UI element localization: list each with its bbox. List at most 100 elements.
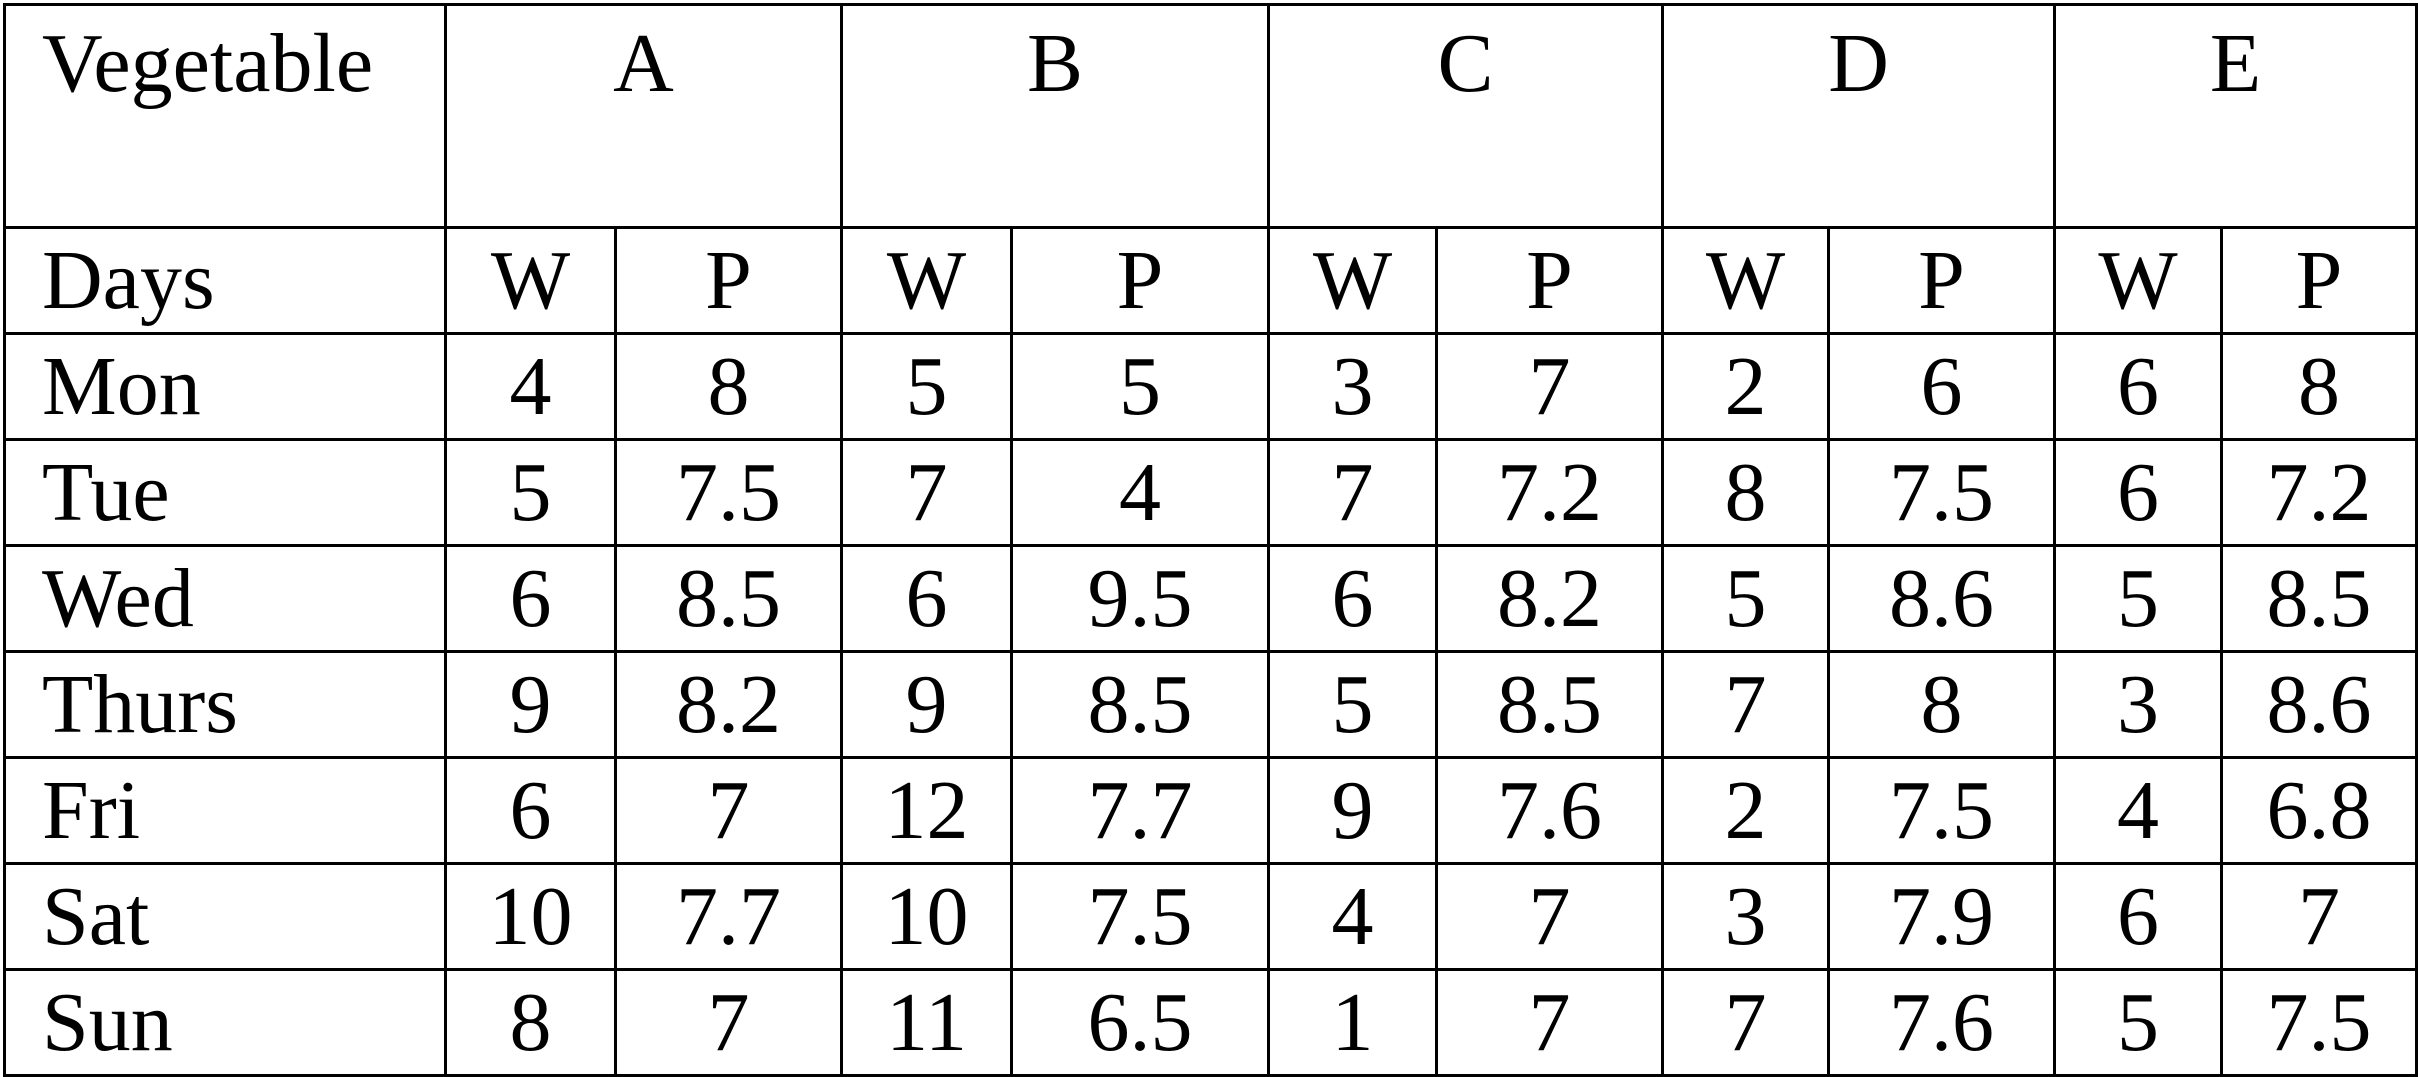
table-row: Thurs 9 8.2 9 8.5 5 8.5 7 8 3 8.6 <box>3 650 2418 759</box>
table-cell: 5 <box>444 438 617 547</box>
table-cell: 6.8 <box>2220 756 2418 865</box>
table-cell: 4 <box>2053 756 2224 865</box>
table-cell: 5 <box>1267 650 1439 759</box>
table-cell: 10 <box>444 862 617 971</box>
table-cell: 7.2 <box>1435 438 1665 547</box>
table-row: Mon 4 8 5 5 3 7 2 6 6 8 <box>3 332 2418 441</box>
table-row: Fri 6 7 12 7.7 9 7.6 2 7.5 4 6.8 <box>3 756 2418 865</box>
sub-header-p: P <box>2220 226 2418 335</box>
table-cell: 7.5 <box>613 438 844 547</box>
table-cell: 1 <box>1267 968 1439 1077</box>
table-cell: 8 <box>444 968 617 1077</box>
table-cell: 8 <box>2220 332 2418 441</box>
table-cell: 8 <box>1827 650 2057 759</box>
table-cell: 7 <box>1435 862 1665 971</box>
table-cell: 7 <box>1267 438 1439 547</box>
table-cell: 7.5 <box>2220 968 2418 1077</box>
table-cell: 6.5 <box>1010 968 1271 1077</box>
table-cell: 3 <box>2053 650 2224 759</box>
table-cell: 7 <box>1661 968 1831 1077</box>
table-cell: 8.5 <box>2220 544 2418 653</box>
table-cell: 7.2 <box>2220 438 2418 547</box>
table-cell: 7.7 <box>1010 756 1271 865</box>
group-header-d: D <box>1661 3 2057 229</box>
vegetable-table: Vegetable A B C D E Days W P W P W P W P… <box>3 3 2418 1077</box>
table-cell: 11 <box>840 968 1014 1077</box>
day-label: Sat <box>3 862 447 971</box>
table-cell: 8.6 <box>1827 544 2057 653</box>
table-cell: 7 <box>1435 332 1665 441</box>
table-cell: 8.6 <box>2220 650 2418 759</box>
corner-header-days: Days <box>3 226 447 335</box>
table-cell: 8 <box>1661 438 1831 547</box>
table-cell: 2 <box>1661 332 1831 441</box>
table-cell: 5 <box>2053 544 2224 653</box>
group-header-e: E <box>2053 3 2418 229</box>
day-label: Thurs <box>3 650 447 759</box>
table-cell: 4 <box>444 332 617 441</box>
sub-header-w: W <box>1267 226 1439 335</box>
table-cell: 6 <box>2053 332 2224 441</box>
table-cell: 7.6 <box>1827 968 2057 1077</box>
table-cell: 6 <box>1827 332 2057 441</box>
table-cell: 8.5 <box>1010 650 1271 759</box>
table-cell: 7.5 <box>1827 756 2057 865</box>
table-cell: 7 <box>613 756 844 865</box>
table-cell: 6 <box>1267 544 1439 653</box>
table-cell: 9 <box>444 650 617 759</box>
group-header-row: Vegetable A B C D E <box>3 3 2418 229</box>
day-label: Wed <box>3 544 447 653</box>
table-cell: 5 <box>2053 968 2224 1077</box>
table-cell: 9 <box>840 650 1014 759</box>
sub-header-p: P <box>1010 226 1271 335</box>
day-label: Sun <box>3 968 447 1077</box>
table-cell: 4 <box>1267 862 1439 971</box>
table-cell: 8.2 <box>1435 544 1665 653</box>
table-cell: 7 <box>1435 968 1665 1077</box>
table-cell: 8.5 <box>1435 650 1665 759</box>
table-cell: 8 <box>613 332 844 441</box>
day-label: Fri <box>3 756 447 865</box>
table-cell: 8.5 <box>613 544 844 653</box>
table-row: Sun 8 7 11 6.5 1 7 7 7.6 5 7.5 <box>3 968 2418 1077</box>
table-cell: 7 <box>1661 650 1831 759</box>
group-header-a: A <box>443 3 844 229</box>
table-cell: 5 <box>1661 544 1831 653</box>
sub-header-w: W <box>840 226 1014 335</box>
group-header-b: B <box>840 3 1271 229</box>
table-cell: 5 <box>840 332 1014 441</box>
table-cell: 6 <box>2053 438 2224 547</box>
day-label: Tue <box>3 438 447 547</box>
day-label: Mon <box>3 332 447 441</box>
table-cell: 9.5 <box>1010 544 1271 653</box>
table-cell: 12 <box>840 756 1014 865</box>
sub-header-w: W <box>1661 226 1831 335</box>
table-cell: 7 <box>840 438 1014 547</box>
table-cell: 7 <box>2220 862 2418 971</box>
table-cell: 7.5 <box>1010 862 1271 971</box>
table-cell: 2 <box>1661 756 1831 865</box>
table-cell: 8.2 <box>613 650 844 759</box>
sub-header-p: P <box>1827 226 2057 335</box>
table-row: Wed 6 8.5 6 9.5 6 8.2 5 8.6 5 8.5 <box>3 544 2418 653</box>
table-cell: 7.7 <box>613 862 844 971</box>
table-cell: 5 <box>1010 332 1271 441</box>
sub-header-p: P <box>613 226 844 335</box>
sub-header-row: Days W P W P W P W P W P <box>3 226 2418 335</box>
corner-header-vegetable: Vegetable <box>3 3 447 229</box>
table-cell: 7.6 <box>1435 756 1665 865</box>
table-cell: 4 <box>1010 438 1271 547</box>
table-cell: 3 <box>1661 862 1831 971</box>
sub-header-p: P <box>1435 226 1665 335</box>
table-cell: 6 <box>444 756 617 865</box>
table-cell: 7.9 <box>1827 862 2057 971</box>
table-cell: 6 <box>2053 862 2224 971</box>
table-cell: 7.5 <box>1827 438 2057 547</box>
table-cell: 3 <box>1267 332 1439 441</box>
group-header-c: C <box>1267 3 1665 229</box>
table-cell: 6 <box>444 544 617 653</box>
table-cell: 6 <box>840 544 1014 653</box>
table-row: Tue 5 7.5 7 4 7 7.2 8 7.5 6 7.2 <box>3 438 2418 547</box>
table-row: Sat 10 7.7 10 7.5 4 7 3 7.9 6 7 <box>3 862 2418 971</box>
